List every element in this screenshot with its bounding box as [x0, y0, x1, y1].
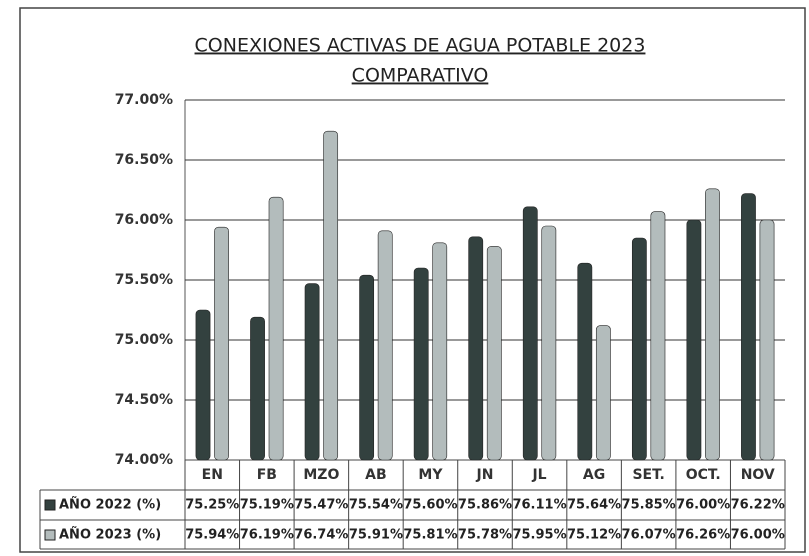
data-label: 75.25%	[185, 498, 239, 513]
bar	[631, 237, 647, 461]
data-label: 75.60%	[403, 498, 457, 513]
bar	[413, 267, 429, 461]
legend-label: AÑO 2022 (%)	[59, 497, 161, 513]
x-tick-label: JN	[476, 467, 494, 483]
data-label: 76.11%	[512, 498, 566, 513]
x-tick-label: AG	[583, 467, 605, 483]
x-tick-label: JL	[531, 467, 546, 483]
data-label: 76.07%	[622, 528, 676, 543]
x-tick-label: FB	[257, 467, 277, 483]
legend-label: AÑO 2023 (%)	[59, 527, 161, 543]
x-tick-label: SET.	[632, 467, 664, 483]
data-label: 76.00%	[676, 498, 730, 513]
data-label: 75.78%	[458, 528, 512, 543]
bar	[595, 325, 611, 461]
y-tick-label: 77.00%	[115, 92, 173, 108]
legend-swatch	[44, 529, 56, 541]
legend-swatch	[44, 499, 56, 511]
data-label: 75.12%	[567, 528, 621, 543]
data-label: 76.19%	[240, 528, 294, 543]
bar	[541, 225, 557, 461]
bar	[741, 193, 756, 461]
bar	[686, 219, 702, 461]
bar	[522, 206, 538, 461]
y-tick-label: 74.50%	[115, 392, 173, 408]
y-tick-label: 76.00%	[115, 212, 173, 228]
data-label: 75.81%	[403, 528, 457, 543]
x-tick-label: EN	[202, 467, 223, 483]
data-label: 76.22%	[731, 498, 785, 513]
y-tick-label: 75.00%	[115, 332, 173, 348]
data-label: 75.64%	[567, 498, 621, 513]
bar	[486, 246, 502, 461]
bar	[214, 226, 229, 461]
bar	[250, 316, 265, 461]
y-tick-label: 76.50%	[115, 152, 173, 168]
bar	[304, 283, 320, 461]
data-label: 75.47%	[294, 498, 348, 513]
y-tick-label: 75.50%	[115, 272, 173, 288]
data-label: 76.26%	[676, 528, 730, 543]
x-tick-label: MZO	[303, 467, 339, 483]
chart-subtitle: COMPARATIVO	[352, 65, 489, 87]
data-label: 75.95%	[512, 528, 566, 543]
data-label: 75.54%	[349, 498, 403, 513]
bar	[468, 236, 484, 461]
data-label: 75.85%	[622, 498, 676, 513]
data-label: 75.86%	[458, 498, 512, 513]
data-label: 76.00%	[731, 528, 785, 543]
data-label: 76.74%	[294, 528, 348, 543]
bar	[577, 262, 593, 461]
chart-title: CONEXIONES ACTIVAS DE AGUA POTABLE 2023	[195, 35, 646, 57]
data-label: 75.94%	[185, 528, 239, 543]
bar	[432, 242, 448, 461]
data-label: 75.19%	[240, 498, 294, 513]
bar	[377, 230, 393, 461]
data-label: 75.91%	[349, 528, 403, 543]
bar	[705, 188, 720, 461]
bar	[759, 219, 775, 461]
bar	[323, 130, 339, 461]
x-tick-label: AB	[365, 467, 387, 483]
bar	[268, 196, 284, 461]
x-tick-label: MY	[418, 467, 443, 483]
bar	[650, 211, 666, 461]
chart-border	[19, 7, 806, 553]
bar	[359, 274, 375, 461]
x-tick-label: OCT.	[686, 467, 721, 483]
bar	[195, 309, 211, 461]
x-tick-label: NOV	[741, 467, 775, 483]
y-tick-label: 74.00%	[115, 452, 173, 468]
